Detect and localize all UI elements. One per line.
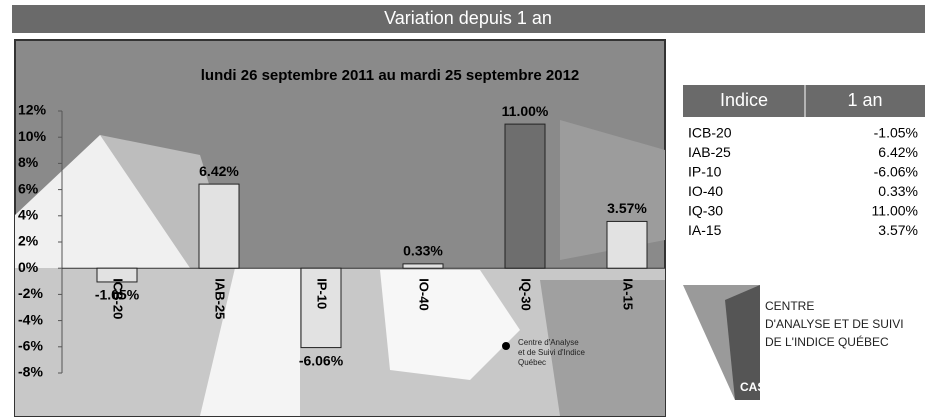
bar xyxy=(402,263,444,269)
logo-mark: CASIQ xyxy=(740,380,778,394)
bar xyxy=(606,220,648,269)
banner-bg xyxy=(12,5,925,33)
logo-text: CENTRE xyxy=(765,299,814,313)
y-tick-label: 2% xyxy=(18,233,39,249)
map-dot xyxy=(502,342,510,350)
y-tick-label: 0% xyxy=(18,259,39,275)
table-cell: IA-15 xyxy=(688,222,722,238)
map-note: Centre d'Analyse xyxy=(518,338,579,347)
map-note: et de Suivi d'Indice xyxy=(518,348,585,357)
map-region xyxy=(540,280,665,416)
x-tick-label: IA-15 xyxy=(621,278,636,310)
plot: -8% -6% -4% -2% 0% 2% 4% 6% 8% 10% 12% -1.05%ICB-20… xyxy=(18,102,665,380)
map-region xyxy=(200,268,300,416)
x-tick-label: IQ-30 xyxy=(519,278,534,311)
table-cell: ICB-20 xyxy=(688,125,732,141)
table-cell: IO-40 xyxy=(688,183,723,199)
bar xyxy=(300,267,342,349)
table-cell: IQ-30 xyxy=(688,203,723,219)
x-tick-label: ICB-20 xyxy=(111,278,126,319)
banner-title: Variation depuis 1 an xyxy=(384,8,552,28)
table-cell: IAB-25 xyxy=(688,144,731,160)
y-tick-label: -4% xyxy=(18,311,43,327)
value-label: 3.57% xyxy=(607,200,647,216)
y-tick-label: 8% xyxy=(18,154,39,170)
map-region xyxy=(380,270,520,380)
chart-title: lundi 26 septembre 2011 au mardi 25 sept… xyxy=(201,67,580,84)
y-tick-label: -8% xyxy=(18,364,43,380)
y-tick-label: -2% xyxy=(18,285,43,301)
table-cell: 11.00% xyxy=(872,203,918,219)
logo-shape xyxy=(725,285,760,400)
bar xyxy=(96,267,138,283)
table-cell: 6.42% xyxy=(878,144,918,160)
map-note: Québec xyxy=(518,358,546,367)
y-tick-label: 12% xyxy=(18,102,47,118)
logo-text: DE L'INDICE QUÉBEC xyxy=(765,334,889,349)
table-cell: -6.06% xyxy=(874,164,918,180)
x-tick-label: IP-10 xyxy=(315,278,330,309)
logo-text: D'ANALYSE ET DE SUIVI xyxy=(765,317,904,331)
bar xyxy=(504,123,546,269)
x-tick-label: IO-40 xyxy=(417,278,432,311)
value-label: 6.42% xyxy=(199,163,239,179)
table-header: Indice xyxy=(720,90,768,110)
value-label: 11.00% xyxy=(502,103,549,119)
value-label: -1.05% xyxy=(95,287,140,303)
table-cell: IP-10 xyxy=(688,164,722,180)
y-tick-label: 6% xyxy=(18,180,39,196)
x-tick-label: IAB-25 xyxy=(213,278,228,319)
table-header: 1 an xyxy=(847,90,882,110)
table-header-bg xyxy=(683,85,925,117)
y-tick-label: -6% xyxy=(18,338,43,354)
value-label: 0.33% xyxy=(403,243,443,259)
logo: CASIQ CENTRE D'ANALYSE ET DE SUIVI DE L'… xyxy=(683,285,904,400)
table-body: ICB-20 -1.05% IAB-25 6.42% IP-10 -6.06% IO-40 0… xyxy=(688,125,918,239)
bar xyxy=(198,183,240,269)
y-tick-label: 4% xyxy=(18,207,39,223)
y-tick-label: 10% xyxy=(18,128,47,144)
table-cell: -1.05% xyxy=(874,125,918,141)
table-cell: 0.33% xyxy=(878,183,918,199)
table-cell: 3.57% xyxy=(878,222,918,238)
value-label: -6.06% xyxy=(299,352,344,368)
